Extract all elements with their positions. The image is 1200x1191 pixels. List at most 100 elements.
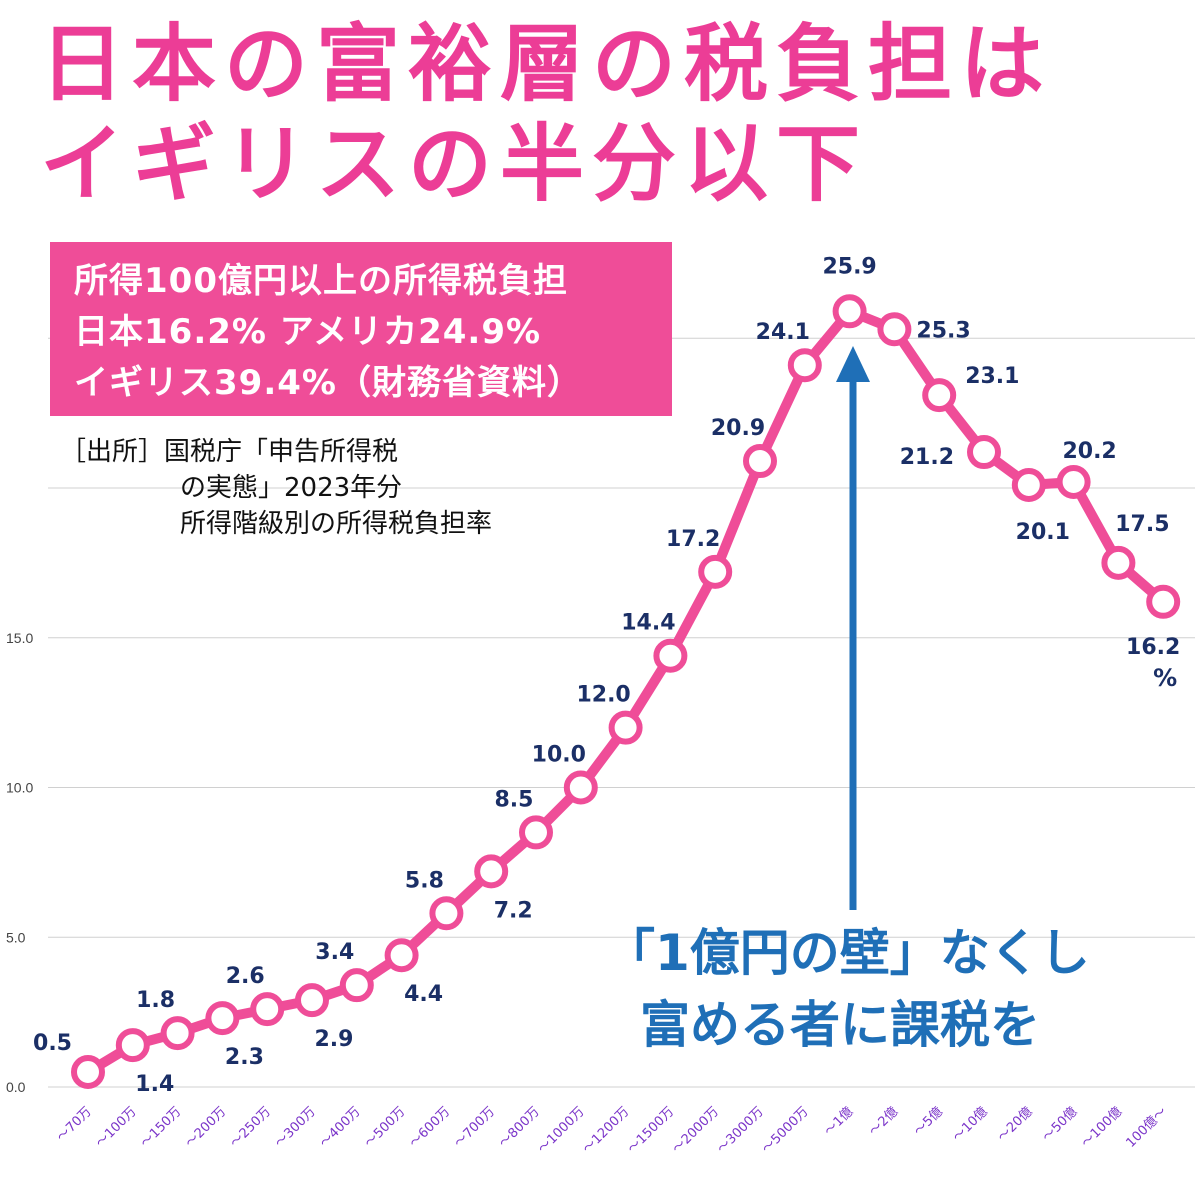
data-point-25	[1146, 584, 1181, 619]
x-tick-label-14: ～1500万	[625, 1104, 677, 1156]
x-tick-label-12: ～1000万	[535, 1104, 587, 1156]
data-point-15	[698, 554, 733, 589]
y-tick-label: 0.0	[6, 1079, 26, 1095]
data-point-10	[474, 854, 509, 889]
headline-line-1: 日本の富裕層の税負担は	[40, 15, 1053, 113]
value-label-13: 12.0	[576, 683, 630, 708]
data-points	[71, 294, 1181, 1090]
data-point-18	[832, 294, 867, 329]
source-note: ［出所］国税庁「申告所得税 の実態」2023年分 所得階級別の所得税負担率	[60, 434, 492, 542]
x-tick-label-10: ～700万	[451, 1104, 498, 1151]
data-point-19	[877, 312, 912, 347]
value-labels: 0.5 1.4 1.8 2.3 2.6 2.9 3.4 4.4 5.8 7.2 8.5 10.0 12.…	[33, 254, 1180, 1097]
data-point-20	[922, 378, 957, 413]
unit-label: %	[1153, 664, 1177, 692]
value-label-8: 4.4	[404, 982, 443, 1007]
value-label-4: 2.3	[225, 1045, 264, 1070]
value-label-9: 5.8	[405, 868, 444, 893]
info-box: 所得100億円以上の所得税負担 日本16.2% アメリカ24.9% イギリス39…	[50, 242, 672, 416]
arrow-head	[836, 346, 870, 382]
value-label-11: 8.5	[495, 787, 534, 812]
data-point-6	[295, 983, 329, 1018]
value-label-5: 2.6	[226, 964, 265, 989]
data-point-16	[743, 444, 777, 479]
data-point-4	[205, 1001, 240, 1036]
headline-line-2: イギリスの半分以下	[40, 115, 869, 213]
data-point-8	[384, 938, 419, 973]
info-box-line-3: イギリス39.4%（財務省資料）	[74, 363, 582, 403]
value-label-7: 3.4	[315, 940, 354, 965]
value-label-17: 24.1	[756, 320, 810, 345]
value-label-19: 25.3	[916, 318, 970, 343]
slogan-line-1: 「1億円の壁」なくし	[605, 924, 1090, 982]
x-tick-label-22: ～20億	[994, 1104, 1035, 1145]
value-label-1: 0.5	[33, 1031, 72, 1056]
slogan-line-2: 富める者に課税を	[640, 996, 1040, 1054]
value-label-20: 23.1	[965, 364, 1019, 389]
x-tick-label-6: ～300万	[272, 1104, 319, 1151]
x-tick-label-16: ～3000万	[714, 1104, 766, 1156]
value-label-23: 20.2	[1062, 439, 1116, 464]
x-tick-label-15: ～2000万	[670, 1104, 722, 1156]
data-point-9	[429, 896, 464, 931]
y-tick-label: 5.0	[6, 929, 26, 945]
data-point-23	[1056, 465, 1091, 500]
data-point-2	[115, 1028, 150, 1063]
value-label-10: 7.2	[494, 898, 533, 923]
arrow-annotation	[836, 346, 870, 910]
value-label-18: 25.9	[822, 254, 876, 279]
data-point-14	[653, 638, 688, 673]
source-note-line-3: 所得階級別の所得税負担率	[180, 509, 493, 539]
y-tick-label: 15.0	[6, 630, 33, 646]
value-label-22: 20.1	[1016, 520, 1070, 545]
data-point-1	[71, 1055, 105, 1090]
x-tick-label-3: ～150万	[138, 1104, 185, 1151]
value-label-12: 10.0	[532, 743, 586, 768]
x-axis-ticks: ～70万～100万～150万～200万～250万～300万～400万～500万～…	[54, 1104, 1170, 1157]
x-tick-label-9: ～600万	[407, 1104, 454, 1151]
x-tick-label-1: ～70万	[54, 1104, 95, 1145]
x-tick-label-2: ～100万	[93, 1104, 140, 1151]
value-label-15: 17.2	[666, 527, 720, 552]
x-tick-label-23: ～50億	[1039, 1104, 1080, 1145]
info-box-line-2: 日本16.2% アメリカ24.9%	[74, 312, 542, 352]
y-tick-label: 10.0	[6, 780, 33, 796]
data-point-11	[519, 815, 553, 850]
x-tick-label-25: 100億～	[1123, 1104, 1170, 1151]
value-label-14: 14.4	[621, 611, 675, 636]
source-note-line-1: ［出所］国税庁「申告所得税	[60, 437, 399, 467]
data-point-17	[787, 348, 822, 383]
data-point-21	[967, 435, 1001, 470]
x-tick-label-4: ～200万	[183, 1104, 230, 1151]
x-tick-label-21: ～10億	[949, 1104, 990, 1145]
data-point-7	[339, 968, 374, 1003]
data-point-5	[250, 992, 285, 1027]
y-axis-ticks: 0.0 5.0 10.0 15.0	[6, 630, 33, 1095]
x-tick-label-17: ～5000万	[759, 1104, 811, 1156]
x-tick-label-18: ～1億	[821, 1104, 857, 1140]
data-point-22	[1011, 468, 1046, 503]
value-label-6: 2.9	[315, 1027, 354, 1052]
data-point-24	[1101, 545, 1136, 580]
value-label-21: 21.2	[900, 445, 954, 470]
value-label-2: 1.4	[135, 1072, 174, 1097]
x-tick-label-8: ～500万	[362, 1104, 409, 1151]
data-point-13	[608, 710, 643, 745]
x-tick-label-11: ～800万	[496, 1104, 543, 1151]
source-note-line-2: の実態」2023年分	[180, 473, 403, 503]
x-tick-label-7: ～400万	[317, 1104, 364, 1151]
info-box-line-1: 所得100億円以上の所得税負担	[74, 261, 568, 301]
value-label-24: 17.5	[1115, 512, 1169, 537]
x-tick-label-19: ～2億	[866, 1104, 902, 1140]
x-tick-label-20: ～5億	[910, 1104, 946, 1140]
x-tick-label-24: ～100億	[1078, 1104, 1125, 1151]
value-label-3: 1.8	[136, 988, 175, 1013]
value-label-25: 16.2	[1126, 635, 1180, 660]
x-tick-label-5: ～250万	[227, 1104, 274, 1151]
x-tick-label-13: ～1200万	[580, 1104, 632, 1156]
data-point-12	[563, 770, 598, 805]
data-point-3	[160, 1016, 195, 1051]
value-label-16: 20.9	[711, 416, 765, 441]
